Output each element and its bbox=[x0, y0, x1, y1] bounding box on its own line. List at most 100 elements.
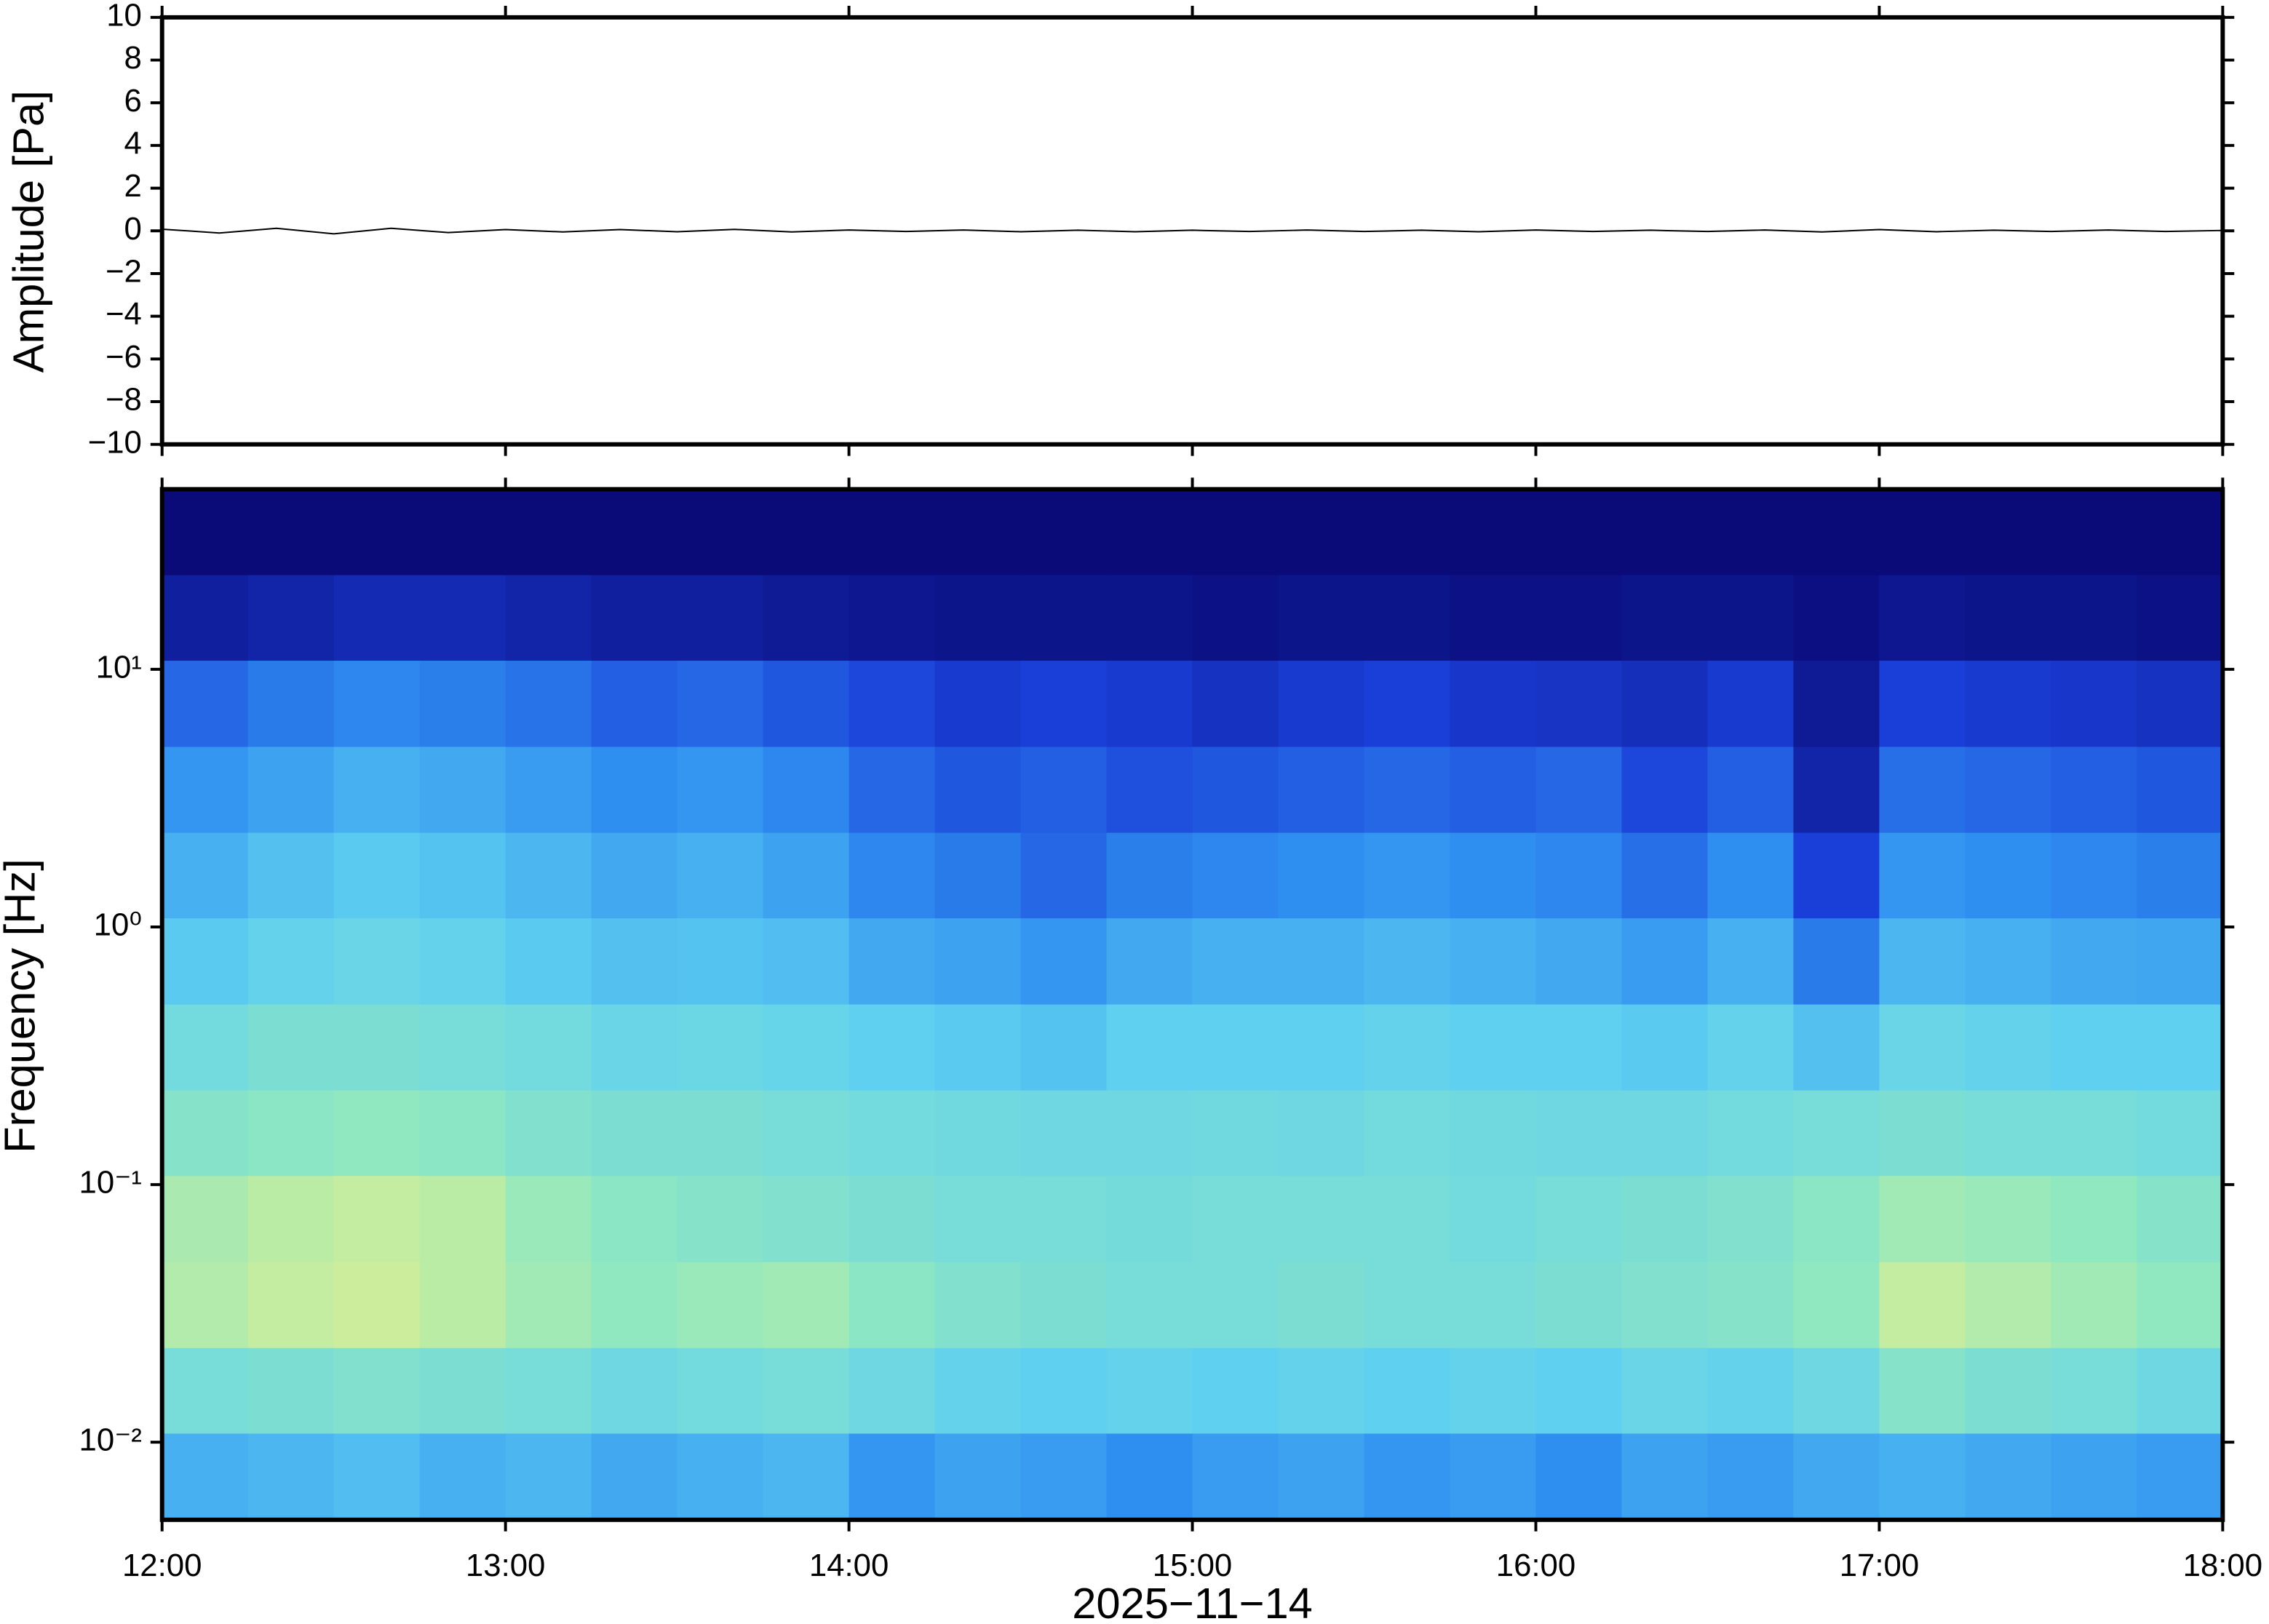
spectrogram-cell bbox=[1450, 489, 1537, 576]
spectrogram-cell bbox=[1364, 1348, 1451, 1435]
y-tick-label: 10 bbox=[106, 0, 142, 33]
spectrogram-cell bbox=[763, 1262, 850, 1349]
y-tick-label: 10¹ bbox=[96, 649, 142, 685]
spectrogram-cell bbox=[1793, 575, 1880, 662]
spectrogram-cell bbox=[1621, 747, 1709, 834]
spectrogram-cell bbox=[419, 918, 506, 1006]
spectrogram-cell bbox=[1364, 489, 1451, 576]
spectrogram-cell bbox=[1106, 1090, 1193, 1177]
spectrogram-cell bbox=[1192, 489, 1279, 576]
spectrogram-cell bbox=[1621, 1348, 1709, 1435]
spectrogram-cell bbox=[1364, 1433, 1451, 1521]
spectrogram-cell bbox=[1278, 661, 1365, 748]
spectrogram-cell bbox=[1278, 575, 1365, 662]
spectrogram-cell bbox=[333, 1262, 421, 1349]
spectrogram-cell bbox=[1020, 1262, 1108, 1349]
spectrogram-cell bbox=[1106, 489, 1193, 576]
spectrogram-cell bbox=[1707, 918, 1795, 1006]
spectrogram-cell bbox=[247, 661, 335, 748]
spectrogram-cell bbox=[1535, 747, 1623, 834]
spectrogram-cell bbox=[247, 489, 335, 576]
spectrogram-cell bbox=[1621, 1004, 1709, 1091]
spectrogram-cell bbox=[677, 1004, 764, 1091]
y-tick-label: −6 bbox=[106, 339, 142, 375]
spectrogram-cell bbox=[1965, 1176, 2052, 1263]
spectrogram-cell bbox=[333, 1176, 421, 1263]
spectrogram-cell bbox=[934, 1176, 1022, 1263]
y-tick-label: −10 bbox=[88, 424, 142, 460]
spectrogram-cell bbox=[849, 661, 936, 748]
spectrogram-cell bbox=[1707, 1004, 1795, 1091]
spectrogram-cell bbox=[1020, 575, 1108, 662]
spectrogram-cell bbox=[1707, 1433, 1795, 1521]
spectrogram-cell bbox=[505, 1176, 592, 1263]
spectrogram-cell bbox=[1106, 747, 1193, 834]
spectrogram-cell bbox=[1020, 832, 1108, 920]
spectrogram-cell bbox=[1965, 489, 2052, 576]
spectrogram-cell bbox=[1278, 489, 1365, 576]
spectrogram-cell bbox=[333, 1433, 421, 1521]
spectrogram-cell bbox=[247, 918, 335, 1006]
y-tick-label: 2 bbox=[124, 168, 142, 204]
spectrogram-cell bbox=[1192, 832, 1279, 920]
spectrogram-cell bbox=[2051, 1176, 2138, 1263]
spectrogram-cell bbox=[1879, 918, 1966, 1006]
spectrogram-cell bbox=[505, 1262, 592, 1349]
spectrogram-cell bbox=[162, 1004, 249, 1091]
spectrogram-cell bbox=[1707, 832, 1795, 920]
y-tick-label: 10⁻¹ bbox=[79, 1165, 142, 1201]
spectrogram-cell bbox=[1535, 575, 1623, 662]
spectrogram-cell bbox=[763, 1176, 850, 1263]
x-axis-label: 2025−11−14 bbox=[1072, 1579, 1313, 1624]
spectrogram-cell bbox=[934, 747, 1022, 834]
spectrogram-cell bbox=[1879, 489, 1966, 576]
spectrogram-cell bbox=[2051, 1090, 2138, 1177]
spectrogram-cell bbox=[419, 489, 506, 576]
spectrogram-cell bbox=[1965, 661, 2052, 748]
spectrogram-cell bbox=[1707, 575, 1795, 662]
spectrogram-cell bbox=[1535, 1433, 1623, 1521]
spectrogram-cell bbox=[2137, 832, 2224, 920]
spectrogram-cell bbox=[1020, 918, 1108, 1006]
spectrogram-cell bbox=[1106, 1004, 1193, 1091]
spectrogram-cell bbox=[1621, 661, 1709, 748]
spectrogram-cell bbox=[2137, 1262, 2224, 1349]
spectrogram-cell bbox=[1879, 1262, 1966, 1349]
spectrogram-cell bbox=[333, 918, 421, 1006]
spectrogram-cell bbox=[2137, 575, 2224, 662]
spectrogram-cell bbox=[1965, 1348, 2052, 1435]
spectrogram-cell bbox=[1106, 918, 1193, 1006]
spectrogram-cell bbox=[1879, 1348, 1966, 1435]
spectrogram-cell bbox=[1364, 1176, 1451, 1263]
spectrogram-cell bbox=[591, 832, 678, 920]
spectrogram-cell bbox=[1192, 1176, 1279, 1263]
spectrogram-cell bbox=[849, 832, 936, 920]
spectrogram-cell bbox=[1106, 1262, 1193, 1349]
spectrogram-cell bbox=[591, 661, 678, 748]
spectrogram-cell bbox=[505, 1090, 592, 1177]
spectrogram-cell bbox=[1621, 489, 1709, 576]
spectrogram-cell bbox=[677, 489, 764, 576]
spectrogram-cell bbox=[934, 1348, 1022, 1435]
spectrogram-cell bbox=[1879, 1176, 1966, 1263]
spectrogram-cell bbox=[162, 1176, 249, 1263]
spectrogram-cell bbox=[1020, 1348, 1108, 1435]
spectrogram-cell bbox=[247, 575, 335, 662]
spectrogram-cell bbox=[247, 1176, 335, 1263]
spectrogram-cell bbox=[1106, 832, 1193, 920]
spectrogram-cell bbox=[1965, 747, 2052, 834]
y-tick-label: −8 bbox=[106, 382, 142, 418]
spectrogram-cell bbox=[419, 661, 506, 748]
spectrogram-cell bbox=[1965, 1090, 2052, 1177]
spectrogram-cell bbox=[677, 918, 764, 1006]
spectrogram-cell bbox=[1535, 1176, 1623, 1263]
spectrogram-cell bbox=[333, 575, 421, 662]
spectrogram-cell bbox=[1707, 661, 1795, 748]
spectrogram-cell bbox=[591, 575, 678, 662]
spectrogram-cell bbox=[1793, 489, 1880, 576]
spectrogram-cell bbox=[162, 575, 249, 662]
spectrogram-cell bbox=[1707, 1262, 1795, 1349]
y-tick-label: −2 bbox=[106, 254, 142, 290]
spectrogram-cell bbox=[1020, 1090, 1108, 1177]
spectrogram-cell bbox=[1450, 1348, 1537, 1435]
